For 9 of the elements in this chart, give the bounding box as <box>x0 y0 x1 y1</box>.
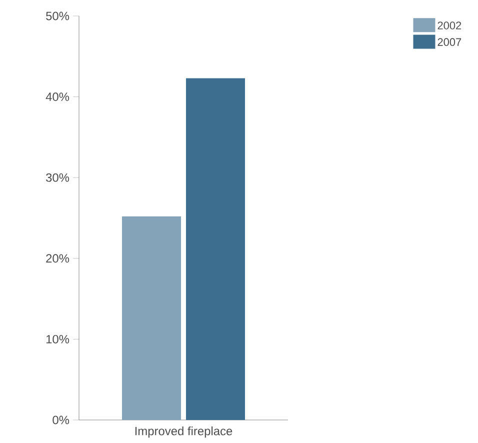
y-tick-label: 40% <box>46 92 70 102</box>
y-tick-label: 0% <box>52 416 70 424</box>
y-tick-label: 20% <box>46 254 70 263</box>
y-tick-label: 30% <box>46 173 70 182</box>
y-tick-label: 50% <box>46 12 70 20</box>
y-tick-label: 10% <box>46 334 70 344</box>
legend-label: 2007 <box>438 38 462 46</box>
x-tick-label: Improved fireplace <box>135 426 232 438</box>
legend-label: 2002 <box>438 22 462 30</box>
